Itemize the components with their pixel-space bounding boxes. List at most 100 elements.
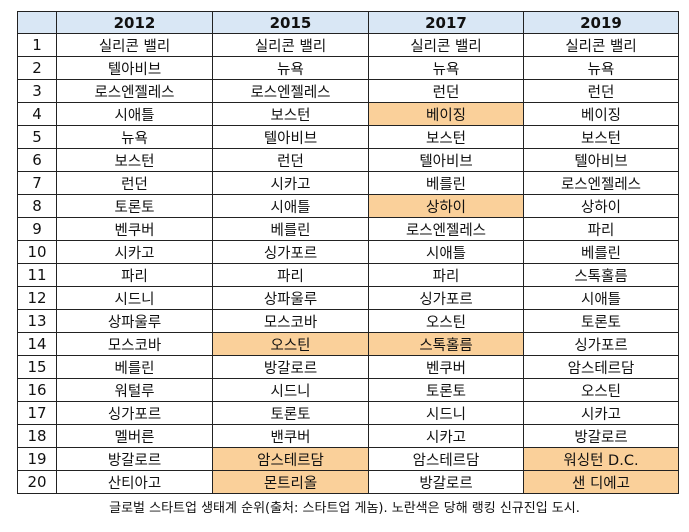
city-cell: 암스테르담 [523, 355, 679, 379]
table-row: 2 텔아비브 뉴욕 뉴욕 뉴욕 [17, 56, 679, 80]
city-cell: 베를린 [523, 240, 679, 264]
city-cell: 방갈로르 [368, 470, 524, 494]
city-cell: 텔아비브 [523, 148, 679, 172]
table-caption: 글로벌 스타트업 생태계 순위(출처: 스타트업 게놈). 노란색은 당해 랭킹… [109, 501, 580, 516]
city-cell: 밴쿠버 [212, 424, 369, 448]
rank-cell: 3 [17, 79, 57, 103]
rank-cell: 15 [17, 355, 57, 379]
table-row: 9 벤쿠버 베를린 로스엔젤레스 파리 [17, 217, 679, 241]
city-cell-new-entry: 스톡홀름 [368, 332, 524, 356]
rank-cell: 9 [17, 217, 57, 241]
city-cell-new-entry: 샌 디에고 [523, 470, 679, 494]
city-cell: 베를린 [56, 355, 213, 379]
table-row: 14 모스코바 오스틴 스톡홀름 싱가포르 [17, 332, 679, 356]
city-cell: 모스코바 [56, 332, 213, 356]
city-cell: 방갈로르 [56, 447, 213, 471]
table-row: 5 뉴욕 텔아비브 보스턴 보스턴 [17, 125, 679, 149]
city-cell: 시애틀 [523, 286, 679, 310]
city-cell: 벤쿠버 [56, 217, 213, 241]
rank-cell: 20 [17, 470, 57, 494]
city-cell: 텔아비브 [368, 148, 524, 172]
city-cell: 런던 [523, 79, 679, 103]
city-cell-new-entry: 오스틴 [212, 332, 369, 356]
table-row: 15 베를린 방갈로르 벤쿠버 암스테르담 [17, 355, 679, 379]
table-row: 17 싱가포르 토론토 시드니 시카고 [17, 401, 679, 425]
rank-cell: 11 [17, 263, 57, 287]
city-cell: 로스엔젤레스 [56, 79, 213, 103]
table-row: 12 시드니 상파울루 싱가포르 시애틀 [17, 286, 679, 310]
rank-cell: 16 [17, 378, 57, 402]
city-cell: 텔아비브 [56, 56, 213, 80]
rank-cell: 5 [17, 125, 57, 149]
rank-cell: 1 [17, 33, 57, 57]
table-header-row: 2012 2015 2017 2019 [17, 11, 679, 34]
year-header-2015: 2015 [212, 11, 369, 34]
city-cell: 뉴욕 [368, 56, 524, 80]
city-cell: 오스틴 [368, 309, 524, 333]
city-cell: 시애틀 [212, 194, 369, 218]
city-cell: 실리콘 밸리 [56, 33, 213, 57]
city-cell: 벤쿠버 [368, 355, 524, 379]
rank-cell: 18 [17, 424, 57, 448]
city-cell: 파리 [212, 263, 369, 287]
startup-ecosystem-ranking-table: 2012 2015 2017 2019 1 실리콘 밸리 실리콘 밸리 실리콘 밸리 실리콘 … [17, 11, 679, 494]
city-cell: 암스테르담 [368, 447, 524, 471]
header-corner-cell [17, 11, 57, 34]
rank-cell: 10 [17, 240, 57, 264]
table-row: 3 로스엔젤레스 로스엔젤레스 런던 런던 [17, 79, 679, 103]
city-cell-new-entry: 워싱턴 D.C. [523, 447, 679, 471]
city-cell: 토론토 [56, 194, 213, 218]
city-cell: 워털루 [56, 378, 213, 402]
table-row: 11 파리 파리 파리 스톡홀름 [17, 263, 679, 287]
city-cell: 런던 [368, 79, 524, 103]
city-cell: 상파울루 [212, 286, 369, 310]
city-cell: 싱가포르 [56, 401, 213, 425]
table-row: 10 시카고 싱가포르 시애틀 베를린 [17, 240, 679, 264]
city-cell: 파리 [523, 217, 679, 241]
city-cell: 런던 [56, 171, 213, 195]
city-cell: 로스엔젤레스 [523, 171, 679, 195]
city-cell: 오스틴 [523, 378, 679, 402]
table-row: 13 상파울루 모스코바 오스틴 토론토 [17, 309, 679, 333]
rank-cell: 17 [17, 401, 57, 425]
city-cell-new-entry: 상하이 [368, 194, 524, 218]
table-body: 1 실리콘 밸리 실리콘 밸리 실리콘 밸리 실리콘 밸리 2 텔아비브 뉴욕 뉴욕 뉴욕 3 로스엔… [17, 33, 679, 494]
city-cell: 시드니 [56, 286, 213, 310]
city-cell: 방갈로르 [523, 424, 679, 448]
city-cell: 파리 [56, 263, 213, 287]
city-cell: 싱가포르 [212, 240, 369, 264]
year-header-2019: 2019 [523, 11, 679, 34]
city-cell: 텔아비브 [212, 125, 369, 149]
city-cell: 뉴욕 [56, 125, 213, 149]
city-cell: 시카고 [368, 424, 524, 448]
table-row: 19 방갈로르 암스테르담 암스테르담 워싱턴 D.C. [17, 447, 679, 471]
city-cell: 스톡홀름 [523, 263, 679, 287]
city-cell: 싱가포르 [368, 286, 524, 310]
city-cell: 싱가포르 [523, 332, 679, 356]
city-cell-new-entry: 베이징 [368, 102, 524, 126]
city-cell: 멜버른 [56, 424, 213, 448]
rank-cell: 8 [17, 194, 57, 218]
city-cell: 상하이 [523, 194, 679, 218]
city-cell: 보스턴 [368, 125, 524, 149]
city-cell: 시애틀 [56, 102, 213, 126]
city-cell: 시카고 [212, 171, 369, 195]
rank-cell: 2 [17, 56, 57, 80]
rank-cell: 6 [17, 148, 57, 172]
city-cell: 로스엔젤레스 [368, 217, 524, 241]
table-row: 16 워털루 시드니 토론토 오스틴 [17, 378, 679, 402]
rank-cell: 4 [17, 102, 57, 126]
city-cell: 시카고 [56, 240, 213, 264]
year-header-2012: 2012 [56, 11, 213, 34]
rank-cell: 19 [17, 447, 57, 471]
city-cell-new-entry: 몬트리올 [212, 470, 369, 494]
table-row: 8 토론토 시애틀 상하이 상하이 [17, 194, 679, 218]
city-cell: 시드니 [368, 401, 524, 425]
city-cell: 파리 [368, 263, 524, 287]
table-row: 6 보스턴 런던 텔아비브 텔아비브 [17, 148, 679, 172]
rank-cell: 12 [17, 286, 57, 310]
city-cell: 실리콘 밸리 [368, 33, 524, 57]
rank-cell: 13 [17, 309, 57, 333]
city-cell: 보스턴 [523, 125, 679, 149]
city-cell: 로스엔젤레스 [212, 79, 369, 103]
